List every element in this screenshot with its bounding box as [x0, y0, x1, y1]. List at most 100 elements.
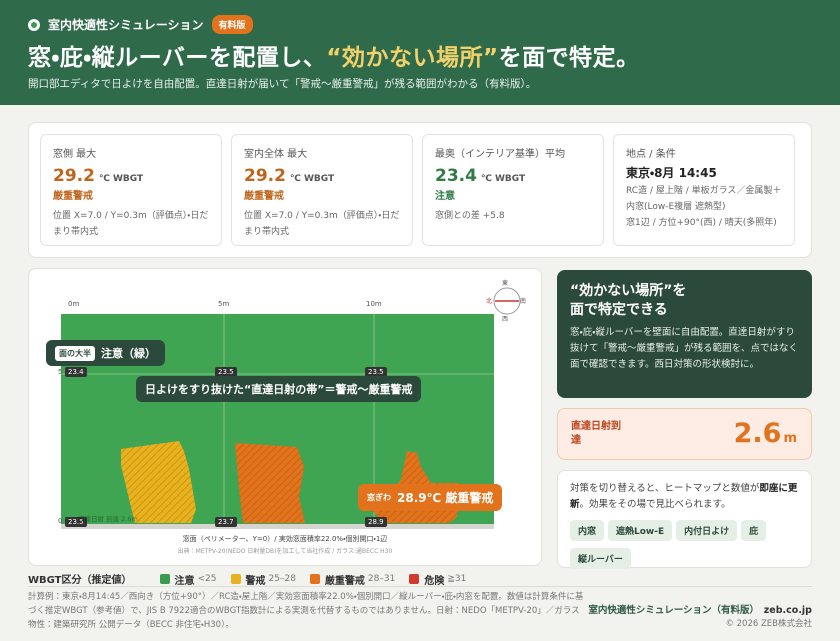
app-name: 室内快適性シミュレーション [48, 18, 204, 32]
stat-note: 窓1辺 / 方位+90°(西) / 晴天(多照年) [626, 218, 777, 228]
stat-label: 最奥（インテリア基準）平均 [435, 149, 565, 160]
title-part: 窓・庇・縦ルーバーを配置し、 [28, 45, 327, 71]
compass-label: 西 [502, 316, 509, 323]
legend-swatch [159, 574, 170, 584]
window-line [61, 524, 494, 529]
callout-band: 日よけをすり抜けた“直達日射の帯”＝警戒〜厳重警戒 [136, 376, 422, 402]
stat-value-row: 23.4 ℃ WBGT [435, 160, 591, 186]
compass-label: 北 [486, 298, 493, 305]
footer-note: 計算例：東京・8月14:45／西向き（方位+90°）／RC造・屋上階／実効窓面積… [28, 592, 584, 630]
callout-window: 窓ぎわ 28.9℃ 厳重警戒 [358, 484, 503, 511]
legend-item: 警戒 25–28 [230, 572, 296, 587]
reach-note: 直達日射 到達 2.6m [78, 515, 138, 523]
insight-title: “効かない場所”を 面で特定できる [570, 282, 799, 320]
cell-label: 23.5 [65, 517, 87, 527]
chip[interactable]: 遮熱Low-E [608, 520, 673, 541]
legend-swatch [230, 574, 241, 584]
footer-brand: 室内快適性シミュレーション（有料版） [588, 605, 755, 616]
insight-body: 窓・庇・縦ルーバーを壁面に自由配置。直達日射がすり抜けて「警戒〜厳重警戒」が残る… [570, 327, 799, 370]
copyright: © 2026 ZEB株式会社 [725, 619, 812, 629]
stat-status: 注意 [435, 191, 455, 202]
chip[interactable]: 縦ルーバー [570, 548, 631, 569]
update-bold: 即座に更新 [570, 483, 798, 510]
y-label: 5 [58, 368, 63, 376]
callout-tag: 窓ぎわ [367, 493, 391, 502]
badge-dot [28, 18, 40, 31]
stat-unit: ℃ WBGT [289, 174, 335, 184]
stat-value: 29.2 [244, 166, 286, 186]
x-label: 5m [218, 300, 230, 308]
axis-caption: 窓面（ペリメーター、Y=0）/ 実効窓面積率22.0%・個別開口・1辺 [182, 535, 388, 543]
title-part: を面で特定。 [498, 45, 640, 71]
update-card: 対策を切り替えると、ヒートマップと数値が即座に更新。効果をその場で見比べられます… [557, 470, 812, 569]
insight-card: “効かない場所”を 面で特定できる 窓・庇・縦ルーバーを壁面に自由配置。直達日射が… [557, 270, 812, 398]
legend-range: 28–31 [367, 574, 396, 584]
stat-value: 東京・8月 14:45 [626, 166, 717, 180]
legend-item: 危険 ≧31 [409, 572, 466, 587]
cell-label: 23.7 [215, 517, 237, 527]
stat-card: 室内全体 最大 29.2 ℃ WBGT 厳重警戒 位置 X=7.0 / Y=0.3m（評… [231, 134, 413, 246]
zone-hatch [121, 441, 196, 523]
stat-value-row: 29.2 ℃ WBGT [244, 160, 400, 186]
chip[interactable]: 内窓 [570, 520, 605, 541]
stats-panel [28, 122, 812, 258]
stat-label: 地点 / 条件 [626, 149, 676, 160]
stat-unit: ℃ WBGT [98, 174, 144, 184]
stat-label: 窓側 最大 [53, 149, 97, 160]
stat-status: 厳重警戒 [244, 191, 284, 202]
x-label: 0m [68, 300, 80, 308]
stat-note: 窓側との差 +5.8 [435, 211, 505, 221]
stat-value-row: 29.2 ℃ WBGT [53, 160, 209, 186]
reach-card: 直達日射到達 2.6 m [557, 408, 812, 460]
stat-card: 地点 / 条件東京・8月 14:45 RC造 / 屋上階 / 単板ガラス／金属製＋… [613, 134, 795, 246]
legend-title: WBGT区分（推定値） [28, 575, 132, 586]
stat-note: RC造 / 屋上階 / 単板ガラス／金属製＋内窓(Low-E複層 遮熱型) [626, 186, 782, 212]
callout-text: 28.9℃ 厳重警戒 [397, 491, 494, 505]
legend-item: 注意 <25 [159, 572, 217, 587]
legend-range: <25 [197, 574, 217, 584]
callout-text: 注意（緑） [101, 347, 156, 360]
stat-status: 厳重警戒 [53, 191, 93, 202]
y-label: 0 [58, 517, 63, 525]
cell-label: 23.5 [365, 367, 387, 377]
divider [28, 586, 812, 587]
update-text-part: 。効果をその場で見比べられます。 [579, 499, 731, 510]
insight-title-line: “効かない場所”を [570, 283, 687, 299]
reach-value-box: 2.6 m [734, 418, 797, 449]
compass-label: 東 [502, 280, 509, 287]
source-note: 出典：METPV-20(NEDO 日射量DB)を加工して当社作成 / ガラス:通… [177, 548, 393, 555]
chip[interactable]: 庇 [741, 520, 767, 541]
chips: 内窓 遮熱Low-E 内付日よけ 庇縦ルーバー [570, 519, 799, 575]
header: 室内快適性シミュレーション 有料版 窓・庇・縦ルーバーを配置し、“効かない場所”… [0, 0, 840, 105]
stat-label: 室内全体 最大 [244, 149, 308, 160]
cell-label: 23.4 [65, 367, 87, 377]
update-text: 対策を切り替えると、ヒートマップと数値が即座に更新。効果をその場で見比べられます… [570, 481, 799, 513]
title: 窓・庇・縦ルーバーを配置し、“効かない場所”を面で特定。 [28, 38, 640, 72]
stat-value: 29.2 [53, 166, 95, 186]
legend-swatch [409, 574, 420, 584]
legend-range: ≧31 [447, 574, 467, 584]
legend-name: 厳重警戒 [324, 575, 365, 587]
insight-title-line: 面で特定できる [570, 302, 668, 318]
legend-range: 25–28 [268, 574, 296, 584]
stat-card: 窓側 最大 29.2 ℃ WBGT 厳重警戒 位置 X=7.0 / Y=0.3m（評価点… [40, 134, 222, 246]
app-badge: 室内快適性シミュレーション 有料版 [28, 15, 253, 34]
footer-brand-line: 室内快適性シミュレーション（有料版） zeb.co.jp [588, 602, 812, 616]
zone-hatch [235, 443, 305, 523]
chip[interactable]: 内付日よけ [676, 520, 738, 541]
paid-tag: 有料版 [211, 15, 253, 34]
legend-swatch [309, 574, 320, 584]
footer-site[interactable]: zeb.co.jp [763, 605, 812, 616]
subtitle: 開口部エディタで日よけを自由配置。直達日射が届いて「警戒〜厳重警戒」が残る範囲が… [28, 78, 537, 90]
legend: WBGT区分（推定値） 注意 <25 警戒 25–28 厳重警戒 28–31 危険 ≧31 [28, 569, 480, 588]
legend-items: 注意 <25 警戒 25–28 厳重警戒 28–31 危険 ≧31 [159, 569, 481, 588]
stat-unit: ℃ WBGT [480, 174, 526, 184]
badge-dot-inner [31, 21, 37, 28]
legend-name: 注意 [174, 575, 195, 587]
legend-item: 厳重警戒 28–31 [309, 572, 396, 587]
stat-note: 位置 X=7.0 / Y=0.3m（評価点）・日だまり帯内式 [244, 211, 400, 237]
callout-tag: 面の大半 [55, 345, 95, 361]
reach-label: 直達日射到達 [571, 421, 621, 446]
